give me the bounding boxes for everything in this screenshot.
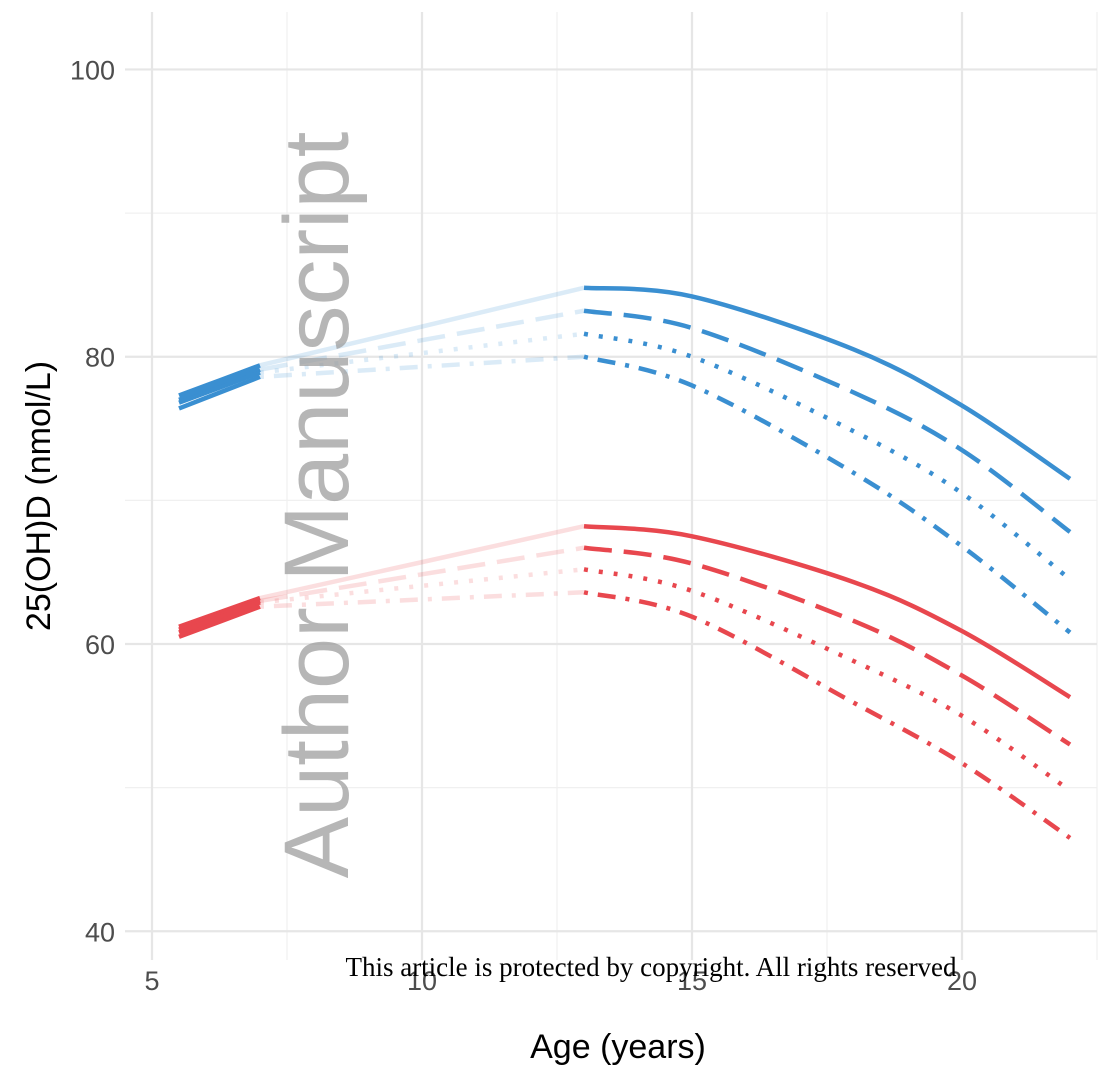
y-tick-label: 80 (85, 343, 115, 373)
series-blue-solid-early-segment (178, 363, 261, 398)
series-red-dotdash-faded-segment (259, 590, 585, 609)
series-blue-dotted-early-segment (178, 370, 261, 405)
x-tick-label: 10 (407, 966, 437, 996)
author-manuscript-watermark: Author Manuscript (266, 132, 368, 879)
series-blue-dotdash-faded-segment (259, 354, 585, 380)
grid-lines (125, 12, 1098, 960)
plot-series (178, 285, 1072, 840)
series-red-longdash-line (583, 545, 1072, 747)
x-tick-label: 15 (677, 966, 707, 996)
series-red-solid-line (583, 523, 1072, 700)
series-red-dotdash-line (583, 590, 1072, 840)
series-red-solid-early-segment (178, 595, 261, 629)
series-blue-longdash-line (583, 308, 1072, 534)
y-tick-label: 60 (85, 630, 115, 660)
series-blue-dotted-line (583, 331, 1072, 582)
y-tick-label: 100 (70, 55, 115, 85)
series-red-longdash-faded-segment (259, 545, 585, 604)
series-blue-solid-line (583, 285, 1072, 481)
series-blue-longdash-early-segment (178, 367, 261, 402)
series-blue-dotdash-early-segment (178, 374, 261, 411)
x-axis-title: Age (years) (530, 1028, 706, 1066)
series-red-dotted-line (583, 567, 1072, 793)
y-tick-label: 40 (85, 917, 115, 947)
x-tick-label: 5 (144, 966, 159, 996)
series-red-dotted-early-segment (178, 600, 261, 635)
series-red-solid-faded-segment (259, 524, 585, 601)
series-red-dotdash-early-segment (178, 604, 261, 639)
x-tick-label: 20 (947, 966, 977, 996)
series-blue-dotdash-line (583, 354, 1072, 635)
y-axis-title: 25(OH)D (nmol/L) (20, 361, 58, 631)
series-blue-longdash-faded-segment (259, 308, 585, 372)
copyright-note: This article is protected by copyright. … (345, 952, 957, 982)
series-blue-solid-faded-segment (259, 285, 585, 368)
axis-tick-labels: 5 10 15 20 40 60 80 100 (70, 55, 977, 996)
